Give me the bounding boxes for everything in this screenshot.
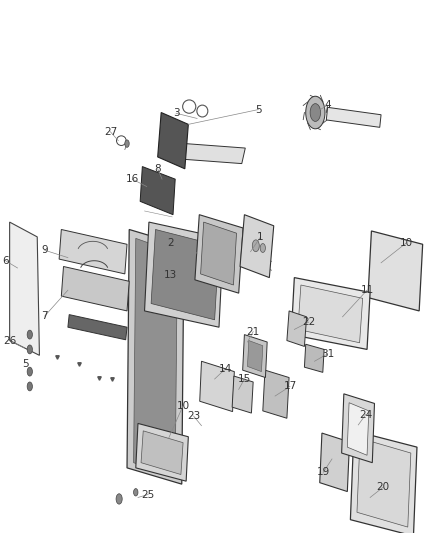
- Text: 8: 8: [154, 164, 161, 174]
- Polygon shape: [385, 276, 393, 291]
- Polygon shape: [247, 341, 263, 372]
- Text: 22: 22: [302, 317, 315, 327]
- Polygon shape: [127, 230, 184, 484]
- Text: 25: 25: [141, 489, 155, 499]
- Text: 14: 14: [219, 364, 232, 374]
- Text: 24: 24: [359, 409, 372, 419]
- Circle shape: [27, 345, 32, 354]
- Polygon shape: [195, 215, 243, 293]
- Polygon shape: [298, 285, 363, 343]
- Text: 2: 2: [167, 238, 174, 248]
- Text: 17: 17: [283, 382, 297, 391]
- Polygon shape: [304, 344, 324, 373]
- Polygon shape: [287, 311, 307, 346]
- Text: 15: 15: [238, 374, 251, 384]
- Text: 6: 6: [2, 256, 9, 265]
- Polygon shape: [385, 257, 393, 272]
- Text: 19: 19: [317, 467, 330, 477]
- Circle shape: [252, 240, 259, 252]
- Polygon shape: [151, 230, 219, 320]
- Circle shape: [134, 489, 138, 496]
- Circle shape: [27, 382, 32, 391]
- Polygon shape: [232, 376, 253, 413]
- Polygon shape: [368, 231, 423, 311]
- Polygon shape: [342, 394, 374, 463]
- Text: 23: 23: [187, 411, 200, 421]
- Text: 16: 16: [126, 174, 139, 184]
- Polygon shape: [200, 361, 234, 411]
- Polygon shape: [201, 222, 237, 285]
- Polygon shape: [145, 222, 223, 327]
- Ellipse shape: [125, 140, 129, 147]
- Polygon shape: [68, 314, 127, 340]
- Polygon shape: [136, 423, 188, 481]
- Polygon shape: [263, 370, 289, 418]
- Circle shape: [27, 367, 32, 376]
- Polygon shape: [291, 278, 370, 350]
- Circle shape: [306, 96, 325, 129]
- Text: 3: 3: [173, 108, 180, 118]
- Polygon shape: [350, 431, 417, 533]
- Text: 5: 5: [255, 104, 262, 115]
- Polygon shape: [347, 403, 369, 455]
- Text: 10: 10: [177, 401, 190, 410]
- Text: 20: 20: [377, 482, 390, 492]
- Polygon shape: [357, 438, 411, 527]
- Text: 7: 7: [41, 311, 48, 321]
- Text: 13: 13: [164, 270, 177, 280]
- Text: 21: 21: [247, 327, 260, 337]
- Text: 1: 1: [257, 232, 264, 242]
- Circle shape: [310, 103, 321, 122]
- Text: 26: 26: [3, 336, 16, 345]
- Text: 31: 31: [321, 349, 334, 359]
- Text: 27: 27: [104, 127, 117, 137]
- Polygon shape: [240, 215, 274, 278]
- Polygon shape: [162, 142, 245, 164]
- Polygon shape: [140, 167, 175, 215]
- Polygon shape: [243, 335, 267, 377]
- Polygon shape: [61, 266, 129, 311]
- Text: 10: 10: [400, 238, 413, 248]
- Text: 9: 9: [41, 245, 48, 255]
- Polygon shape: [326, 107, 381, 127]
- Circle shape: [27, 330, 32, 339]
- Polygon shape: [158, 112, 188, 169]
- Polygon shape: [10, 222, 39, 356]
- Polygon shape: [134, 238, 177, 478]
- Text: 4: 4: [324, 100, 331, 110]
- Polygon shape: [141, 431, 183, 474]
- Polygon shape: [59, 230, 127, 274]
- Circle shape: [260, 244, 265, 253]
- Text: 11: 11: [360, 285, 374, 295]
- Polygon shape: [320, 433, 350, 491]
- Text: 5: 5: [22, 359, 29, 369]
- Circle shape: [116, 494, 122, 504]
